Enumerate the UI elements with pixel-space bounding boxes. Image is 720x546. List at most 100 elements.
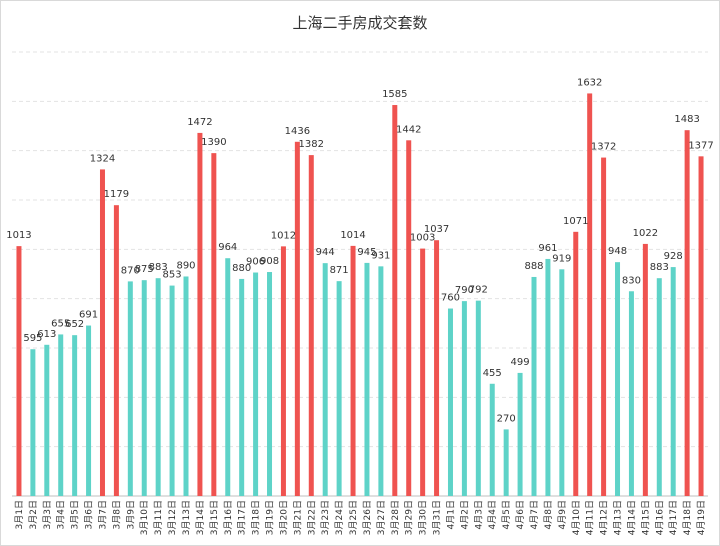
x-tick-label: 4月16日	[654, 500, 665, 535]
bar-3月19日	[267, 272, 273, 496]
data-label: 1483	[674, 114, 699, 125]
bar-3月22日	[308, 155, 314, 497]
bar-3月4日	[58, 334, 64, 496]
x-tick-label: 3月11日	[153, 500, 164, 535]
bar-4月12日	[601, 157, 607, 496]
bar-3月11日	[155, 278, 161, 496]
x-tick-label: 4月10日	[571, 500, 582, 535]
x-tick-label: 3月29日	[404, 500, 415, 535]
data-label: 875	[135, 264, 154, 275]
bar-4月16日	[656, 278, 662, 496]
bar-3月5日	[72, 335, 78, 496]
bar-3月27日	[378, 266, 384, 496]
x-tick-label: 3月8日	[111, 500, 122, 529]
data-label: 790	[455, 285, 474, 296]
bar-4月13日	[615, 262, 621, 496]
bar-4月19日	[698, 156, 704, 496]
data-label: 1014	[340, 230, 365, 241]
bar-3月24日	[336, 281, 342, 496]
x-tick-labels: 3月1日 3月2日 3月3日 3月4日 3月5日 3月6日 3月7日 3月8日 3月9日 3月10…	[14, 500, 707, 535]
bar-4月14日	[628, 291, 634, 496]
bar-4月10日	[573, 231, 579, 496]
data-label: 1037	[424, 224, 449, 235]
x-tick-label: 4月11日	[585, 500, 596, 535]
x-tick-label: 3月15日	[209, 500, 220, 535]
data-label: 830	[622, 275, 641, 286]
bar-4月17日	[670, 267, 676, 496]
bar-3月3日	[44, 344, 50, 496]
data-label: 931	[371, 250, 390, 261]
x-tick-label: 3月10日	[139, 500, 150, 535]
bar-3月13日	[183, 276, 189, 496]
data-label: 595	[23, 333, 42, 344]
bar-4月2日	[461, 301, 467, 496]
data-label: 883	[650, 262, 669, 273]
data-label: 870	[121, 265, 140, 276]
data-label: 1377	[688, 140, 713, 151]
x-tick-label: 4月3日	[473, 500, 484, 529]
x-tick-label: 3月6日	[84, 500, 95, 529]
x-tick-label: 3月7日	[97, 500, 108, 529]
x-tick-label: 4月13日	[613, 500, 624, 535]
x-tick-label: 3月25日	[348, 500, 359, 535]
x-tick-label: 4月12日	[599, 500, 610, 535]
x-tick-label: 3月3日	[42, 500, 53, 529]
bar-4月8日	[545, 258, 551, 496]
x-tick-label: 3月24日	[334, 500, 345, 535]
x-tick-label: 3月1日	[14, 500, 25, 529]
x-tick-label: 3月18日	[251, 500, 262, 535]
x-tick-label: 3月27日	[376, 500, 387, 535]
data-label: 880	[232, 263, 251, 274]
data-label: 1472	[187, 117, 212, 128]
bar-3月10日	[141, 280, 147, 496]
x-tick-label: 4月18日	[682, 500, 693, 535]
x-tick-label: 4月5日	[501, 500, 512, 529]
x-tick-label: 3月26日	[362, 500, 373, 535]
data-label: 1003	[410, 233, 435, 244]
bar-3月7日	[99, 169, 105, 496]
bar-4月5日	[503, 429, 509, 496]
data-label: 1632	[577, 77, 602, 88]
data-label: 919	[552, 253, 571, 264]
data-label: 1071	[563, 216, 588, 227]
bar-4月18日	[684, 130, 690, 496]
chart-title: 上海二手房成交套数	[292, 14, 428, 32]
data-label: 961	[538, 243, 557, 254]
bar-4月15日	[642, 243, 648, 496]
bar-3月30日	[420, 248, 426, 496]
x-tick-label: 4月6日	[515, 500, 526, 529]
data-label: 853	[163, 270, 182, 281]
bar-3月8日	[113, 205, 119, 496]
bar-4月7日	[531, 276, 537, 496]
bar-3月25日	[350, 245, 356, 496]
data-label: 944	[316, 247, 335, 258]
x-tick-label: 4月14日	[626, 500, 637, 535]
data-label: 1022	[633, 228, 658, 239]
x-tick-label: 4月4日	[487, 500, 498, 529]
x-tick-label: 3月21日	[292, 500, 303, 535]
bar-3月1日	[16, 246, 22, 496]
data-labels: 1013595613655652691132411798708758838538…	[6, 77, 714, 424]
x-tick-label: 3月2日	[28, 500, 39, 529]
data-label: 908	[260, 256, 279, 267]
data-label: 455	[483, 368, 502, 379]
x-tick-label: 3月9日	[125, 500, 136, 529]
x-tick-label: 4月9日	[557, 500, 568, 529]
bar-3月12日	[169, 285, 175, 496]
data-label: 888	[524, 261, 543, 272]
x-tick-label: 3月14日	[195, 500, 206, 535]
x-tick-label: 3月12日	[167, 500, 178, 535]
x-tick-label: 4月8日	[543, 500, 554, 529]
data-label: 928	[664, 251, 683, 262]
data-label: 760	[441, 293, 460, 304]
x-tick-label: 4月17日	[668, 500, 679, 535]
bar-3月31日	[434, 240, 440, 496]
bar-3月28日	[392, 105, 398, 496]
data-label: 270	[497, 413, 516, 424]
data-label: 1179	[104, 189, 129, 200]
data-label: 655	[51, 318, 70, 329]
data-label: 1012	[271, 230, 296, 241]
data-label: 613	[37, 329, 56, 340]
data-label: 1585	[382, 89, 407, 100]
data-label: 871	[330, 265, 349, 276]
